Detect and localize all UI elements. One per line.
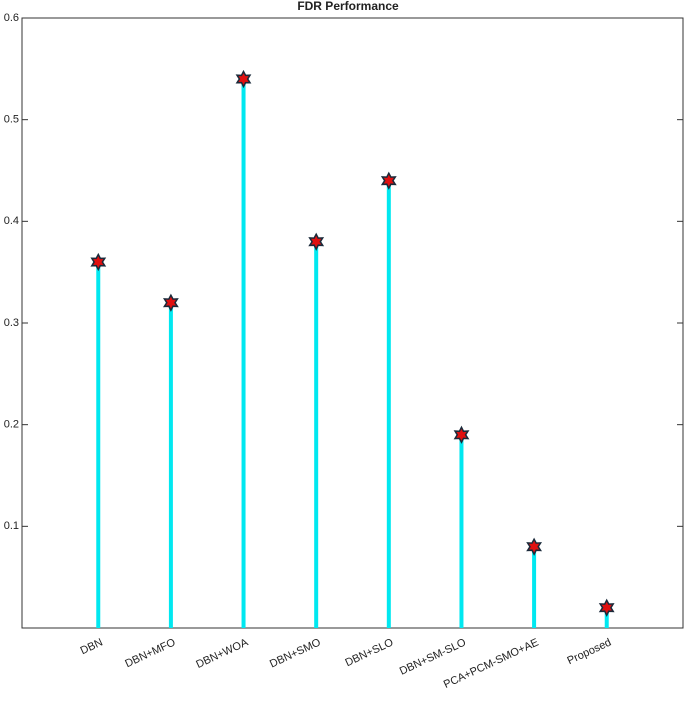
x-tick-label: DBN+SLO (343, 636, 395, 669)
stem-marker (453, 425, 470, 444)
plot-frame (21, 17, 684, 629)
x-tick-label: DBN (79, 636, 105, 657)
y-tick-label: 0.1 (4, 520, 19, 532)
y-tick-label: 0.5 (4, 114, 19, 126)
y-tick-label: 0.2 (4, 419, 19, 431)
y-tick-label: 0.3 (4, 317, 19, 329)
stem-marker (162, 293, 179, 312)
y-tick-label: 0.6 (4, 12, 19, 24)
x-tick-label: DBN+WOA (194, 636, 250, 671)
x-tick-label: DBN+SMO (268, 636, 323, 670)
x-tick-label: DBN+MFO (123, 636, 177, 670)
stem-marker (90, 252, 107, 272)
stem-marker (308, 232, 325, 251)
stem-marker (526, 537, 543, 556)
x-tick-label: Proposed (565, 636, 613, 667)
x-tick-label: DBN+SM-SLO (398, 636, 469, 677)
stem-marker (235, 69, 252, 89)
stem-marker (380, 171, 397, 190)
stem-marker (598, 598, 615, 617)
y-tick-label: 0.4 (4, 215, 19, 227)
chart-title: FDR Performance (297, 0, 399, 13)
